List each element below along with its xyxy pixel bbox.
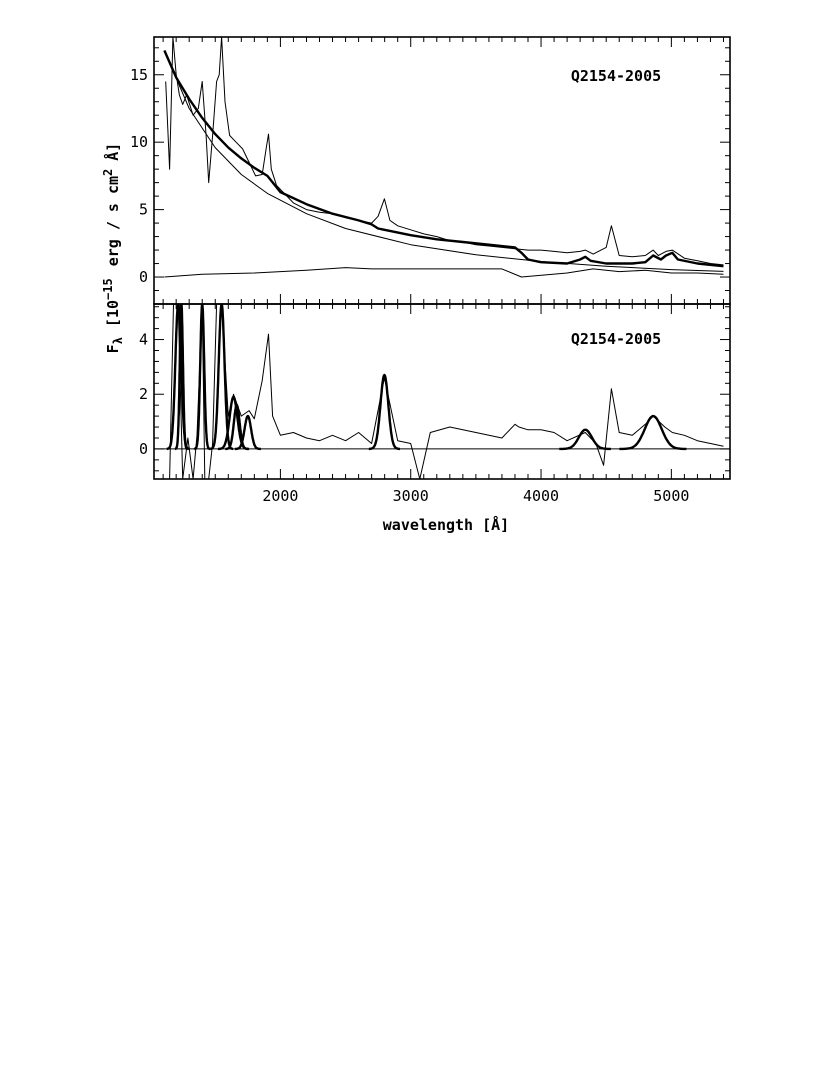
y-tick-label: 10 xyxy=(130,133,148,151)
bottom-panel-annotation: Q2154-2005 xyxy=(571,330,661,348)
y-label-unit-sup: 2 xyxy=(101,169,115,176)
y-label-subscript: λ xyxy=(111,337,125,344)
bottom-line-profile-3 xyxy=(209,304,234,451)
top-panel-annotation: Q2154-2005 xyxy=(571,67,661,85)
y-tick-label: 5 xyxy=(139,201,148,219)
y-tick-label: 0 xyxy=(139,440,148,458)
y-label-unit-end: Å] xyxy=(103,143,122,161)
y-tick-label: 4 xyxy=(139,331,148,349)
x-tick-label: 3000 xyxy=(393,487,429,505)
top-series-0 xyxy=(165,37,724,266)
y-axis-label: Fλ [10−15 erg / s cm2 Å] xyxy=(101,143,125,354)
bottom-line-profile-2 xyxy=(193,304,211,451)
y-tick-label: 15 xyxy=(130,66,148,84)
y-label-unit: erg / s cm xyxy=(104,176,122,266)
bottom-series-0 xyxy=(169,304,724,479)
svg-text:Fλ[10−15erg / s cm2Å]: Fλ [10−15 erg / s cm2 Å] xyxy=(101,143,125,354)
bottom-panel: 2000 3000 4000 5000 0 2 4 Q2154-2005 xyxy=(139,303,731,505)
y-label-bracket: [10 xyxy=(104,300,122,327)
y-label-symbol: F xyxy=(104,344,122,353)
x-tick-label: 4000 xyxy=(523,487,559,505)
x-tick-label: 2000 xyxy=(262,487,298,505)
bottom-line-profile-9 xyxy=(619,414,687,451)
x-axis-label: wavelength [Å] xyxy=(383,515,509,534)
y-label-exponent: −15 xyxy=(101,278,115,300)
top-series-3 xyxy=(164,267,724,278)
x-tick-label: 5000 xyxy=(653,487,689,505)
bottom-line-profile-5 xyxy=(225,403,249,451)
bottom-line-profile-1 xyxy=(174,304,189,451)
y-tick-label: 2 xyxy=(139,385,148,403)
top-panel: 0 5 10 15 Q2154-2005 xyxy=(130,36,731,305)
top-series-2 xyxy=(163,50,724,272)
bottom-line-profile-6 xyxy=(234,414,261,451)
y-tick-label: 0 xyxy=(139,268,148,286)
bottom-line-profile-7 xyxy=(368,373,400,451)
top-series-1 xyxy=(163,50,724,268)
bottom-panel-frame xyxy=(153,303,731,480)
